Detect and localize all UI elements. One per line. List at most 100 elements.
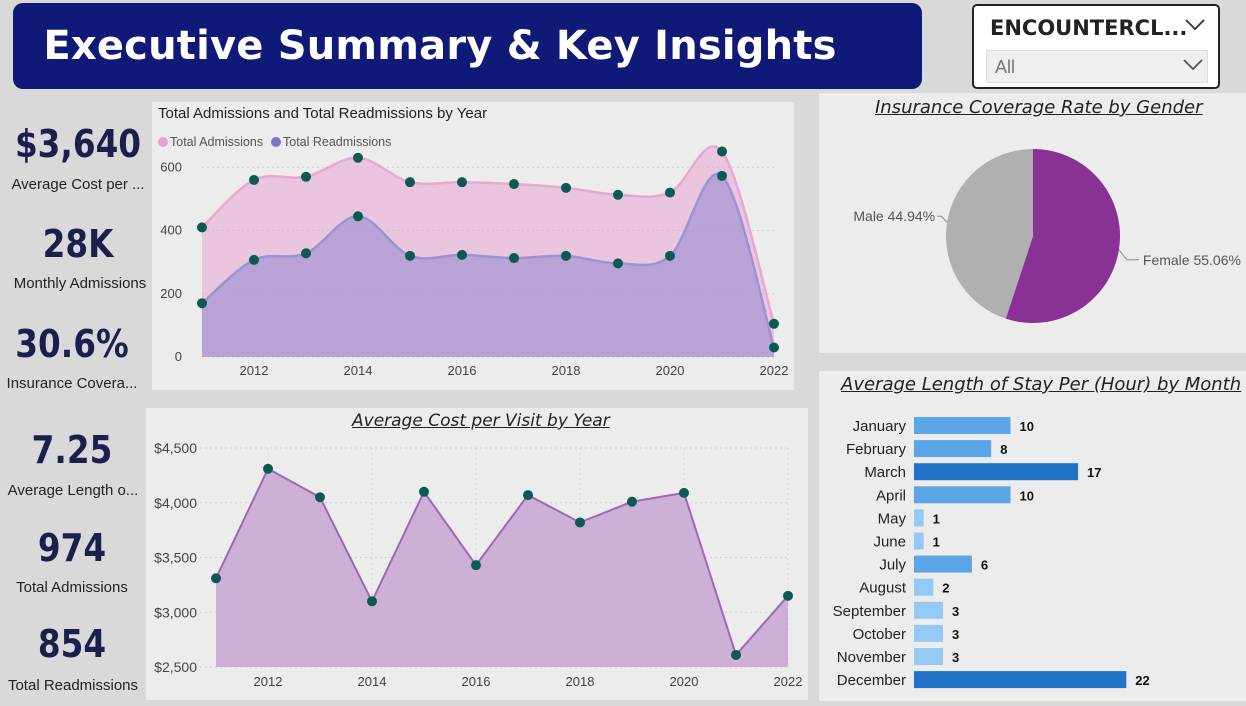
data-point[interactable] (301, 171, 311, 182)
data-point[interactable] (315, 492, 325, 503)
bar[interactable] (914, 440, 992, 458)
data-point[interactable] (405, 177, 415, 188)
kpi-total-readmissions-label: Total Readmissions (7, 677, 139, 694)
data-point[interactable] (665, 187, 675, 198)
data-point[interactable] (367, 596, 377, 607)
encounter-class-slicer[interactable]: ENCOUNTERCL... All (972, 4, 1220, 89)
legend-readmissions-label[interactable]: Total Readmissions (283, 135, 391, 149)
pie-label-female: Female 55.06% (1143, 252, 1241, 268)
kpi-avg-length-value: 7.25 (31, 428, 113, 472)
kpi-insurance-coverage-value: 30.6% (15, 322, 129, 366)
data-point[interactable] (457, 249, 467, 260)
series-area-1 (202, 173, 774, 357)
bar-value-label: 3 (952, 604, 959, 619)
data-point[interactable] (613, 258, 623, 269)
cost-chart-panel[interactable]: Average Cost per Visit by Year $2,500 $3,… (146, 408, 808, 700)
data-point[interactable] (353, 211, 363, 222)
data-point[interactable] (405, 250, 415, 261)
data-point[interactable] (627, 496, 637, 507)
data-point[interactable] (769, 318, 779, 329)
bar[interactable] (914, 624, 943, 642)
bar-category-label: November (837, 649, 906, 666)
bar-category-label: January (853, 418, 907, 435)
kpi-monthly-admissions-label: Monthly Admissions (13, 275, 147, 292)
data-point[interactable] (523, 490, 533, 501)
data-point[interactable] (249, 174, 259, 185)
data-point[interactable] (509, 179, 519, 190)
bar[interactable] (914, 417, 1011, 434)
x-tick-label: 2014 (344, 363, 373, 378)
x-tick-label: 2022 (774, 674, 803, 689)
data-point[interactable] (197, 222, 207, 233)
bar[interactable] (914, 532, 924, 550)
data-point[interactable] (249, 254, 259, 265)
data-point[interactable] (561, 182, 571, 193)
insurance-gender-panel[interactable]: Insurance Coverage Rate by Gender Female… (819, 93, 1246, 353)
y-tick-label: 0 (175, 349, 182, 364)
slicer-title: ENCOUNTERCL... (990, 16, 1188, 40)
bar-category-label: June (873, 534, 906, 551)
data-point[interactable] (613, 189, 623, 200)
data-point[interactable] (301, 248, 311, 259)
bar-category-label: October (853, 626, 906, 643)
data-point[interactable] (717, 146, 727, 157)
data-point[interactable] (769, 342, 779, 353)
pie-slice-male[interactable] (946, 149, 1033, 319)
bar[interactable] (914, 486, 1011, 504)
bar[interactable] (914, 555, 972, 573)
data-point[interactable] (783, 590, 793, 601)
data-point[interactable] (419, 486, 429, 497)
data-point[interactable] (457, 177, 467, 188)
x-tick-label: 2018 (566, 674, 595, 689)
x-tick-label: 2016 (448, 363, 477, 378)
bar-value-label: 17 (1087, 465, 1101, 480)
bar-value-label: 1 (933, 511, 940, 526)
data-point[interactable] (509, 253, 519, 264)
leader-line (937, 215, 948, 223)
length-of-stay-panel[interactable]: Average Length of Stay Per (Hour) by Mon… (819, 371, 1246, 701)
insurance-coverage-pie-chart[interactable]: Female 55.06% Male 44.94% (819, 93, 1246, 353)
bar[interactable] (914, 463, 1079, 481)
pie-slice-female[interactable] (1005, 149, 1120, 323)
data-point[interactable] (717, 170, 727, 181)
bar-value-label: 2 (942, 581, 949, 596)
legend-admissions-label[interactable]: Total Admissions (170, 135, 263, 149)
dashboard-title-banner: Executive Summary & Key Insights (13, 3, 922, 89)
admissions-chart-title: Total Admissions and Total Readmissions … (158, 105, 487, 122)
bar-value-label: 22 (1135, 673, 1149, 688)
bar[interactable] (914, 601, 943, 619)
bar[interactable] (914, 671, 1127, 689)
kpi-avg-cost-value: $3,640 (14, 122, 142, 166)
admissions-readmissions-chart[interactable]: Total Admissions and Total Readmissions … (152, 102, 794, 390)
admissions-chart-panel[interactable]: Total Admissions and Total Readmissions … (152, 102, 794, 390)
data-point[interactable] (263, 463, 273, 474)
insurance-chart-title: Insurance Coverage Rate by Gender (875, 97, 1203, 118)
slicer-dropdown[interactable]: All (986, 50, 1208, 83)
legend-admissions-marker (158, 137, 168, 147)
legend-readmissions-marker (271, 137, 281, 147)
x-tick-label: 2020 (656, 363, 685, 378)
data-point[interactable] (665, 250, 675, 261)
data-point[interactable] (353, 152, 363, 163)
bar[interactable] (914, 578, 934, 596)
data-point[interactable] (197, 298, 207, 309)
data-point[interactable] (561, 250, 571, 261)
kpi-total-admissions-value: 974 (37, 526, 107, 570)
data-point[interactable] (471, 560, 481, 571)
avg-cost-per-visit-chart[interactable]: $2,500 $3,000 $3,500 $4,000 $4,500 2012 2014 20… (146, 408, 808, 700)
chevron-down-icon[interactable] (1184, 18, 1206, 32)
data-point[interactable] (211, 573, 221, 584)
y-tick-label: $3,500 (154, 550, 197, 566)
kpi-monthly-admissions-value: 28K (42, 222, 114, 266)
kpi-avg-length-label: Average Length o... (7, 482, 139, 499)
bar[interactable] (914, 509, 924, 527)
length-of-stay-bar-chart[interactable]: January 10 February 8 March 17 April 10 May 1 June… (819, 371, 1246, 701)
data-point[interactable] (731, 649, 741, 660)
cost-line (215, 467, 789, 657)
data-point[interactable] (679, 487, 689, 498)
chevron-down-icon[interactable] (1182, 58, 1204, 72)
bar[interactable] (914, 648, 943, 665)
data-point[interactable] (575, 517, 585, 528)
bar-category-label: August (859, 580, 907, 597)
bar-value-label: 10 (1020, 488, 1034, 503)
